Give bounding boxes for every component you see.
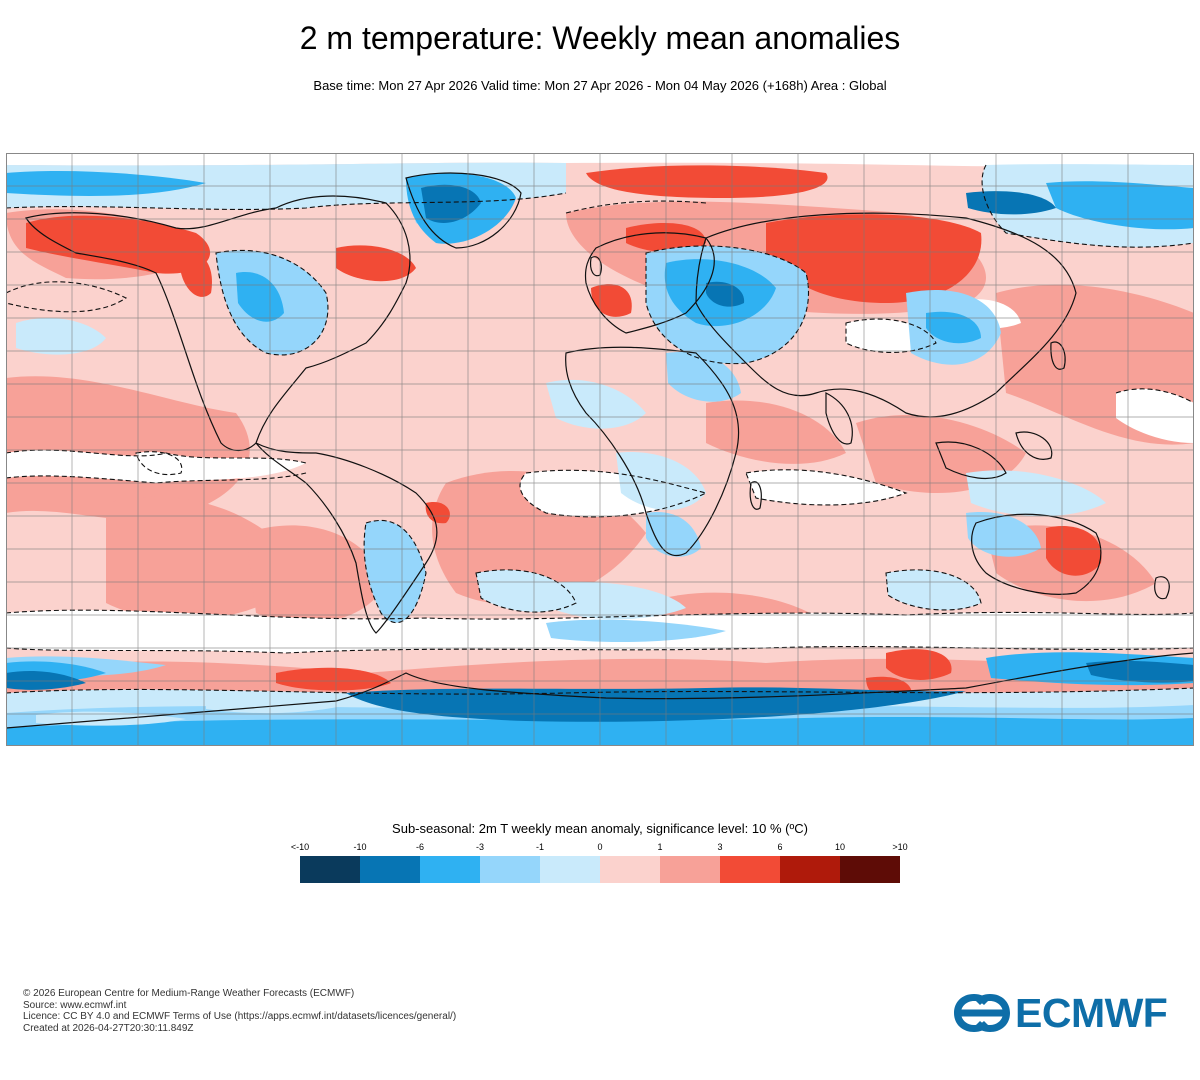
legend-tick-label: -6 (415, 842, 425, 852)
legend-swatch (540, 856, 600, 883)
map-canvas (6, 153, 1194, 746)
credit-line-licence: Licence: CC BY 4.0 and ECMWF Terms of Us… (23, 1011, 457, 1022)
legend-swatch (480, 856, 540, 883)
page-title: 2 m temperature: Weekly mean anomalies (299, 20, 901, 56)
legend-tick-label: -3 (475, 842, 485, 852)
legend-swatch (720, 856, 780, 883)
legend-tick-label: -10 (353, 842, 367, 852)
credit-line-copyright: © 2026 European Centre for Medium-Range … (23, 988, 355, 999)
ecmwf-logo-icon (954, 994, 1010, 1032)
coastlines (6, 172, 1194, 729)
legend-tick-label: >10 (892, 842, 908, 852)
cold-deep-regions (6, 184, 1194, 722)
legend-color-bar (300, 856, 900, 883)
legend-tick-label: <-10 (290, 842, 310, 852)
legend-title: Sub-seasonal: 2m T weekly mean anomaly, … (392, 821, 808, 836)
legend-tick-label: 3 (717, 842, 723, 852)
legend-swatch (600, 856, 660, 883)
map-subtitle: Base time: Mon 27 Apr 2026 Valid time: M… (313, 78, 887, 93)
ecmwf-logo-text: ECMWF (1015, 990, 1168, 1036)
lat-lon-grid (6, 153, 1194, 746)
legend-tick-label: 10 (834, 842, 846, 852)
credits: © 2026 European Centre for Medium-Range … (23, 988, 456, 1034)
legend-swatch (300, 856, 360, 883)
legend-swatch (780, 856, 840, 883)
temperature-anomaly-map (6, 153, 1194, 746)
legend-tick-label: 6 (777, 842, 783, 852)
significance-contours (6, 164, 1194, 695)
ecmwf-logo: ECMWF (953, 990, 1168, 1036)
credit-line-source: Source: www.ecmwf.int (23, 999, 127, 1011)
legend-tick-label: 0 (597, 842, 603, 852)
credit-line-created: Created at 2026-04-27T20:30:11.849Z (23, 1022, 194, 1034)
map-frame (6, 153, 1194, 746)
legend-swatch (660, 856, 720, 883)
cold-strong-regions (6, 171, 1194, 746)
legend-swatch (840, 856, 900, 883)
legend-labels: <-10 -10 -6 -3 -1 0 1 3 6 10 >10 (0, 842, 1200, 856)
legend-swatch (420, 856, 480, 883)
legend-tick-label: -1 (535, 842, 545, 852)
legend-swatch (360, 856, 420, 883)
legend-tick-label: 1 (657, 842, 663, 852)
